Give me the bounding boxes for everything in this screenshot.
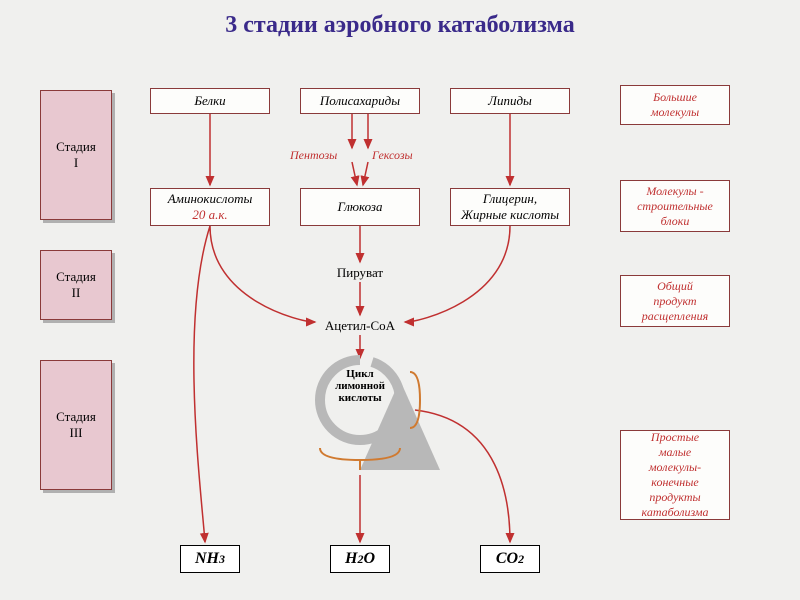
stage-2-box: Стадия II <box>40 250 112 320</box>
node-glycerol-fa: Глицерин, Жирные кислоты <box>450 188 570 226</box>
label-acetyl-coa: Ацетил-СоА <box>318 318 402 334</box>
co2-2: 2 <box>518 552 524 567</box>
h2o-h: H <box>345 550 357 568</box>
node-amino-acids: Аминокислоты 20 а.к. <box>150 188 270 226</box>
nh3-text: NH <box>195 550 219 568</box>
desc-large-molecules: Большие молекулы <box>620 85 730 125</box>
label-citric-cycle: Цикл лимонной кислоты <box>328 368 392 404</box>
desc-building-blocks: Молекулы - строительные блоки <box>620 180 730 232</box>
end-nh3: NH3 <box>180 545 240 573</box>
node-glucose: Глюкоза <box>300 188 420 226</box>
stage-3-box: Стадия III <box>40 360 112 490</box>
node-proteins: Белки <box>150 88 270 114</box>
label-pentoses: Пентозы <box>290 148 337 163</box>
end-h2o: H2O <box>330 545 390 573</box>
amino-label: Аминокислоты <box>168 191 253 207</box>
co2-c: CO <box>496 550 518 568</box>
stage-1-box: Стадия I <box>40 90 112 220</box>
label-hexoses: Гексозы <box>372 148 413 163</box>
label-pyruvate: Пируват <box>330 265 390 281</box>
desc-common-product: Общий продукт расщепления <box>620 275 730 327</box>
end-co2: CO2 <box>480 545 540 573</box>
h2o-o: O <box>363 550 375 568</box>
node-lipids: Липиды <box>450 88 570 114</box>
page-title: 3 стадии аэробного катаболизма <box>0 0 800 39</box>
desc-end-products: Простые малые молекулы- конечные продукт… <box>620 430 730 520</box>
nh3-sub: 3 <box>219 552 225 567</box>
amino-sub: 20 а.к. <box>192 207 227 223</box>
node-polysaccharides: Полисахариды <box>300 88 420 114</box>
